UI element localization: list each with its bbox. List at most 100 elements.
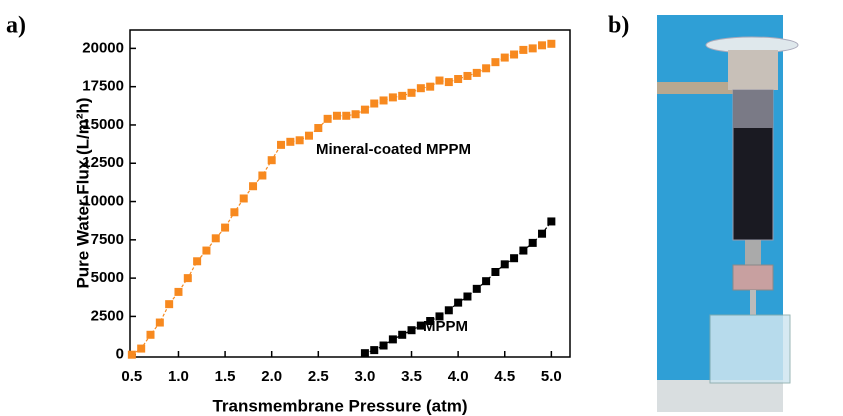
marker [398, 330, 407, 339]
marker [370, 99, 379, 108]
marker [435, 76, 444, 85]
marker [510, 50, 519, 59]
marker [500, 53, 509, 62]
marker [510, 254, 519, 263]
y-tick-label: 2500 [91, 307, 124, 324]
outlet [750, 290, 756, 315]
marker [426, 82, 435, 91]
x-tick-label: 5.0 [541, 368, 562, 385]
marker [174, 287, 183, 296]
marker [482, 64, 491, 73]
photo-table [657, 380, 783, 412]
marker [482, 277, 491, 286]
marker [379, 341, 388, 350]
x-tick-label: 4.0 [448, 368, 469, 385]
marker [304, 131, 313, 140]
y-tick-label: 20000 [82, 39, 124, 56]
series-line [131, 43, 552, 356]
marker [193, 257, 202, 266]
marker [332, 111, 341, 120]
marker [538, 41, 547, 50]
marker [388, 335, 397, 344]
marker [388, 93, 397, 102]
marker [407, 88, 416, 97]
stem [745, 240, 761, 265]
series-label: Mineral-coated MPPM [316, 141, 471, 158]
photo [657, 15, 799, 412]
marker [538, 229, 547, 238]
x-tick-label: 4.5 [494, 368, 515, 385]
marker [519, 45, 528, 54]
y-tick-label: 12500 [82, 154, 124, 171]
marker [286, 137, 295, 146]
marker [444, 306, 453, 315]
marker [267, 156, 276, 165]
y-tick-label: 15000 [82, 116, 124, 133]
x-tick-label: 2.0 [261, 368, 282, 385]
fitting [732, 264, 774, 291]
marker [491, 267, 500, 276]
beaker [709, 314, 791, 384]
series-label: MPPM [423, 318, 468, 335]
marker [183, 274, 192, 283]
x-tick-label: 1.0 [168, 368, 189, 385]
marker [202, 246, 211, 255]
marker [323, 114, 332, 123]
marker [221, 223, 230, 232]
marker [230, 208, 239, 217]
x-axis-label: Transmembrane Pressure (atm) [212, 396, 467, 415]
marker [165, 300, 174, 309]
marker [472, 284, 481, 293]
marker [416, 321, 425, 330]
marker [370, 346, 379, 355]
marker [342, 111, 351, 120]
clamp-rod [657, 82, 737, 94]
marker [528, 44, 537, 53]
marker [360, 349, 369, 358]
marker [258, 171, 267, 180]
marker [547, 39, 556, 48]
marker [491, 58, 500, 67]
x-tick-label: 2.5 [308, 368, 329, 385]
y-tick-label: 10000 [82, 193, 124, 210]
x-tick-label: 3.5 [401, 368, 422, 385]
marker [528, 238, 537, 247]
y-tick-label: 5000 [91, 269, 124, 286]
marker [454, 298, 463, 307]
marker [360, 105, 369, 114]
y-axis-label: Pure Water Flux (L/m²h) [73, 97, 92, 288]
marker [127, 350, 136, 359]
marker [295, 136, 304, 145]
x-tick-label: 1.5 [215, 368, 236, 385]
marker [435, 312, 444, 321]
panel-label: b) [608, 13, 629, 39]
column-top [733, 90, 773, 128]
marker [444, 78, 453, 87]
marker [463, 292, 472, 301]
y-tick-label: 17500 [82, 78, 124, 95]
marker [547, 217, 556, 226]
plot-frame [129, 29, 571, 358]
marker [379, 96, 388, 105]
y-tick-label: 7500 [91, 231, 124, 248]
marker [519, 246, 528, 255]
y-tick-label: 0 [116, 346, 124, 363]
marker [351, 110, 360, 119]
marker [277, 140, 286, 149]
marker [239, 194, 248, 203]
marker [398, 91, 407, 100]
x-tick-label: 0.5 [121, 368, 142, 385]
marker [500, 260, 509, 269]
marker [426, 317, 435, 326]
marker [314, 124, 323, 133]
marker [155, 318, 164, 327]
panel-label: a) [6, 13, 26, 39]
marker [416, 84, 425, 93]
marker [472, 68, 481, 77]
marker [249, 182, 258, 191]
marker [146, 330, 155, 339]
marker [454, 75, 463, 84]
marker [137, 344, 146, 353]
marker [407, 326, 416, 335]
